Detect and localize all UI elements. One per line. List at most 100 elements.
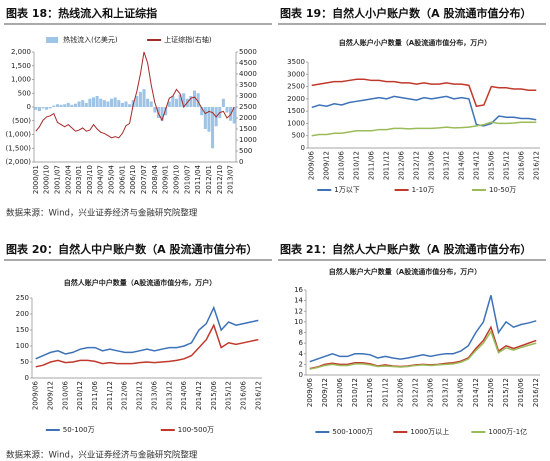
x-tick-label: 2006/10: [129, 165, 137, 194]
y-tick-label: 10: [294, 318, 303, 326]
bar: [142, 89, 146, 107]
y-tick-label: 150: [16, 326, 29, 334]
x-tick-label: 2011/06: [366, 377, 374, 407]
bar: [102, 100, 106, 107]
bar: [88, 98, 92, 107]
x-tick-label: 2013/12: [442, 378, 450, 407]
x-tick-label: 2010/12: [76, 381, 84, 410]
y-tick-label: (2,000): [5, 158, 31, 166]
bar: [70, 104, 74, 107]
bar: [41, 107, 45, 109]
bar: [225, 107, 229, 113]
bar: [55, 104, 59, 107]
x-tick-label: 2009/12: [321, 378, 329, 407]
legend-swatch: [46, 37, 59, 43]
figure-title: 图表 18：热线流入和上证综指: [6, 6, 157, 20]
series-line: [35, 305, 259, 360]
y2-tick-label: 0: [239, 158, 243, 166]
legend-label: 1万以下: [334, 186, 359, 194]
y2-tick-label: 1500: [239, 125, 257, 133]
bar: [113, 97, 117, 107]
bar: [81, 100, 85, 107]
y-tick-label: 200: [16, 310, 29, 318]
x-tick-label: 2011/06: [368, 150, 376, 180]
x-tick-label: 2014/12: [472, 378, 480, 407]
series-line: [311, 121, 537, 137]
x-tick-label: 2000/10: [43, 165, 51, 194]
source-note: 数据来源：Wind，兴业证券经济与金融研究院整理: [6, 208, 198, 219]
y-tick-label: 6: [299, 339, 304, 347]
x-tick-label: 2007/07: [140, 165, 148, 194]
chart-subtitle: 自然人账户大户数量（A股流通市值分布，万户）: [329, 267, 481, 276]
bar: [200, 107, 204, 116]
y-tick-label: 1,500: [11, 62, 31, 70]
y-tick-label: (1,500): [5, 144, 31, 152]
bar: [146, 98, 150, 107]
x-tick-label: 2015/12: [502, 378, 510, 407]
x-tick-label: 2011/12: [381, 378, 389, 407]
bar: [110, 98, 114, 107]
bar: [193, 90, 197, 107]
bar: [203, 107, 207, 129]
y-tick-label: 2,000: [11, 48, 31, 56]
series-line: [309, 295, 537, 363]
bar: [48, 107, 52, 109]
x-tick-label: 2009/06: [308, 150, 316, 180]
x-tick-label: 2009/01: [162, 165, 170, 194]
bar: [160, 107, 164, 121]
bar: [106, 101, 110, 107]
legend-label: 10-50万: [489, 186, 516, 194]
y-tick-label: 2000: [287, 95, 305, 103]
legend-label: 500-1000万: [332, 428, 373, 436]
bar: [135, 96, 139, 107]
y-tick-label: 1000: [287, 119, 305, 127]
series-line: [311, 78, 537, 108]
legend-label: 1000万-1亿: [488, 427, 527, 436]
y-tick-label: 250: [16, 294, 29, 302]
bar: [77, 101, 81, 107]
x-tick-label: 2011/04: [194, 164, 202, 194]
x-tick-label: 2003/10: [86, 165, 94, 194]
y-tick-label: 12: [294, 307, 303, 315]
legend-label: 100-500万: [178, 426, 214, 434]
y2-tick-label: 1000: [239, 136, 257, 144]
x-tick-label: 2016/12: [532, 151, 540, 180]
bar: [153, 107, 157, 113]
y-tick-label: 3000: [287, 70, 305, 78]
y2-tick-label: 2000: [239, 114, 257, 122]
legend-label: 1-10万: [412, 186, 435, 194]
y-tick-label: (1,000): [5, 131, 31, 139]
x-tick-label: 2015/06: [487, 150, 495, 180]
legend-label: 热钱流入(亿美元): [63, 35, 118, 44]
y2-tick-label: 2500: [239, 103, 257, 111]
bar: [207, 107, 211, 132]
x-tick-label: 2016/12: [532, 378, 540, 407]
y2-tick-label: 4500: [239, 59, 257, 67]
x-tick-label: 2009/12: [47, 381, 55, 410]
y-tick-label: 100: [16, 342, 29, 350]
x-tick-label: 2004/07: [97, 165, 105, 194]
series-line: [309, 325, 537, 370]
x-tick-label: 2013/06: [427, 150, 435, 180]
bar: [66, 102, 70, 107]
bar: [84, 102, 88, 107]
bar: [92, 97, 96, 107]
y2-tick-label: 3500: [239, 81, 257, 89]
series-line: [35, 51, 235, 139]
x-tick-label: 2013/12: [165, 381, 173, 410]
bar: [138, 91, 142, 107]
bar: [164, 107, 168, 116]
y-tick-label: 0: [25, 374, 29, 382]
x-tick-label: 2012/12: [411, 378, 419, 407]
y-tick-label: 500: [292, 132, 305, 140]
bar: [52, 105, 56, 107]
bar: [167, 101, 171, 107]
x-tick-label: 2015/12: [502, 151, 510, 180]
x-tick-label: 2014/12: [472, 151, 480, 180]
figure-title: 图表 20：自然人中户账户数（A 股流通市值分布）: [6, 242, 257, 256]
bar: [124, 101, 128, 107]
x-tick-label: 2016/06: [239, 380, 247, 410]
x-tick-label: 2012/06: [121, 380, 129, 410]
x-tick-label: 2001/07: [53, 165, 61, 194]
